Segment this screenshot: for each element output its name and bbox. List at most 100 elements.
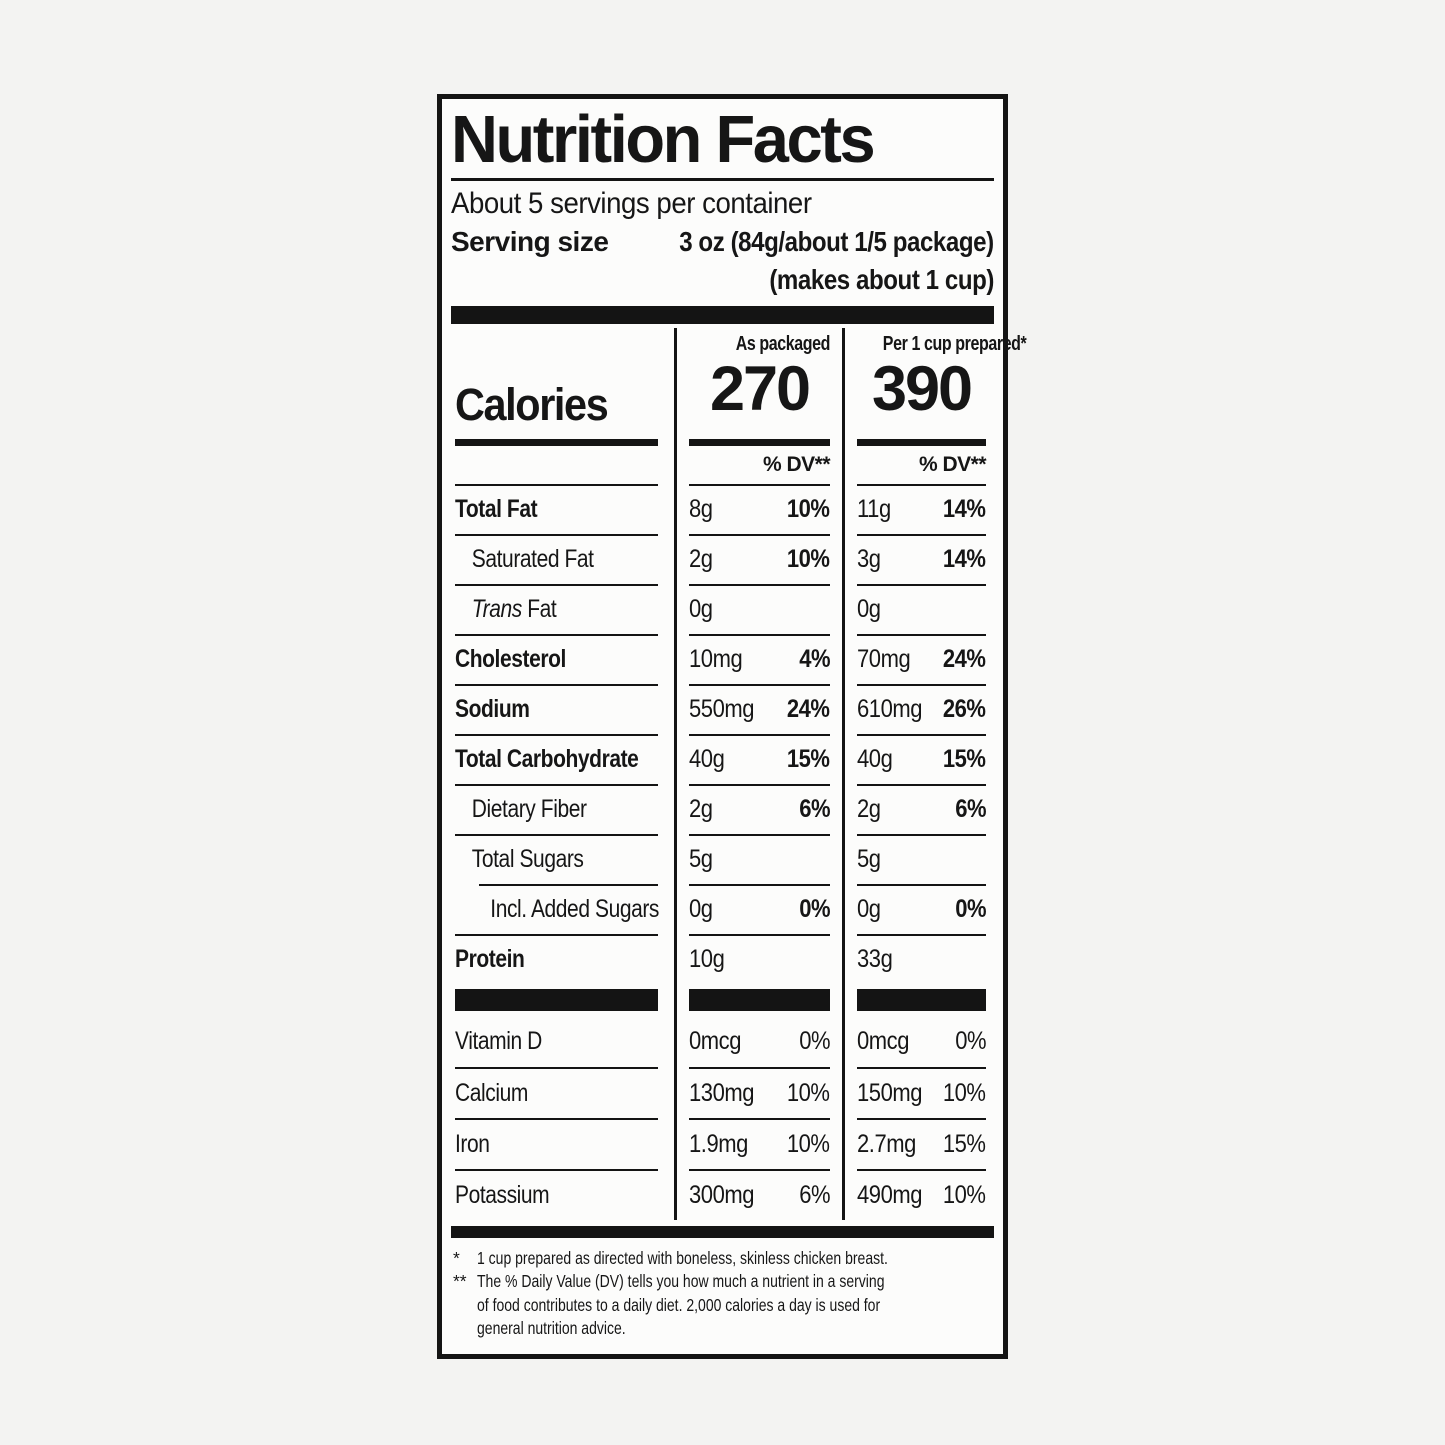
protein-prepared-cell: 33g [842, 933, 998, 984]
potassium-prepared-cell: 490mg 10% [842, 1168, 998, 1220]
calories-underline [857, 438, 986, 446]
row-divider-line [857, 583, 986, 586]
row-values: 10mg 4% [689, 636, 830, 684]
row-divider-line [689, 833, 830, 836]
row-divider-line [857, 533, 986, 536]
row-divider-line [689, 883, 830, 886]
calories-value-prepared: 390 [871, 353, 973, 424]
incl-added-sugars-prepared-cell: 0g 0% [842, 883, 998, 934]
row-divider-line [455, 783, 658, 786]
row-divider-line [689, 533, 830, 536]
calcium-label: Calcium [455, 1078, 528, 1107]
iron-packaged-cell: 1.9mg 10% [674, 1117, 842, 1169]
row-divider-line [455, 1117, 658, 1120]
row-values: 550mg 24% [689, 686, 830, 734]
total-fat-label-cell: Total Fat [451, 483, 674, 534]
dv-prepared: 26% [943, 695, 986, 724]
dietary-fiber-label-cell: Dietary Fiber [451, 783, 674, 834]
row-divider-line [857, 833, 986, 836]
column-header-as-packaged: As packaged [735, 332, 831, 355]
amount-prepared: 0mcg [857, 1026, 910, 1055]
dv-packaged: 4% [799, 645, 830, 674]
dv-prepared: 14% [943, 545, 986, 574]
row-divider-line [455, 533, 658, 536]
row-divider-line [455, 483, 658, 486]
total-carbohydrate-label: Total Carbohydrate [455, 745, 639, 774]
row-label-wrap: Vitamin D [455, 1016, 658, 1067]
row-divider-line [857, 683, 986, 686]
row-divider-line [455, 833, 658, 836]
amount-packaged: 130mg [689, 1078, 755, 1107]
iron-label-cell: Iron [451, 1117, 674, 1169]
amount-packaged: 0g [689, 895, 713, 924]
row-values: 40g 15% [689, 736, 830, 784]
amount-packaged: 10g [689, 945, 725, 974]
row-divider-line [689, 633, 830, 636]
vitamin-d-prepared-cell: 0mcg 0% [842, 1015, 998, 1067]
row-divider-line [857, 1066, 986, 1069]
row-values: 610mg 26% [857, 686, 986, 734]
dv-prepared: 0% [955, 895, 986, 924]
row-values: 0mcg 0% [857, 1016, 986, 1067]
footnote-1: * 1 cup prepared as directed with boneles… [453, 1247, 992, 1270]
dv-packaged: 0% [799, 1026, 830, 1055]
footnote-2: ** The % Daily Value (DV) tells you how m… [453, 1270, 992, 1340]
row-label-wrap: Total Sugars [455, 836, 658, 884]
saturated-fat-label: Saturated Fat [471, 545, 594, 574]
total-fat-packaged-cell: 8g 10% [674, 483, 842, 534]
row-divider-line [455, 1066, 658, 1069]
dv-packaged: 15% [787, 745, 830, 774]
row-values: 11g 14% [857, 486, 986, 534]
row-divider-line [689, 1117, 830, 1120]
row-values: 300mg 6% [689, 1171, 830, 1220]
row-label-wrap: Incl. Added Sugars [455, 886, 659, 934]
amount-packaged: 2g [689, 795, 713, 824]
amount-prepared: 33g [857, 945, 893, 974]
dv-header-as-packaged: % DV** [762, 452, 831, 476]
trans-fat-label: Trans Fat [471, 595, 557, 624]
dietary-fiber-packaged-cell: 2g 6% [674, 783, 842, 834]
nutrition-facts-label: Nutrition Facts About 5 servings per con… [437, 94, 1027, 1360]
total-carbohydrate-packaged-cell: 40g 15% [674, 733, 842, 784]
row-values: 2g 10% [689, 536, 830, 584]
amount-packaged: 40g [689, 745, 725, 774]
row-values: 33g [857, 936, 986, 984]
row-values: 2g 6% [857, 786, 986, 834]
calories-as-packaged-cell: As packaged 270 [674, 327, 842, 446]
protein-packaged-cell: 10g [674, 933, 842, 984]
serving-size-value: 3 oz (84g/about 1/5 package) [679, 225, 995, 257]
dv-prepared: 15% [943, 1129, 986, 1158]
nutrition-table: Calories As packaged 270 Per 1 cup prepared… [451, 327, 1027, 1220]
row-values: 0g 0% [857, 886, 986, 934]
sodium-packaged-cell: 550mg 24% [674, 683, 842, 734]
calories-label-cell: Calories [451, 328, 674, 446]
servings-per-container: About 5 servings per container [451, 186, 812, 220]
fat-prepared-cell: 0g [842, 583, 998, 634]
calories-label: Calories [455, 378, 609, 430]
potassium-label-cell: Potassium [451, 1168, 674, 1220]
total-carbohydrate-label-cell: Total Carbohydrate [451, 733, 674, 784]
row-values: 10g [689, 936, 830, 984]
row-divider-line [689, 1066, 830, 1069]
row-values: 490mg 10% [857, 1171, 986, 1220]
calories-prepared-cell: Per 1 cup prepared* 390 [842, 327, 1027, 446]
row-divider-line [689, 1168, 830, 1171]
amount-prepared: 3g [857, 545, 881, 574]
row-label-wrap: Total Carbohydrate [455, 736, 658, 784]
row-label-wrap: Trans Fat [455, 586, 658, 634]
row-values: 8g 10% [689, 486, 830, 534]
row-divider-line [857, 883, 986, 886]
dv-packaged: 10% [787, 495, 830, 524]
amount-packaged: 10mg [689, 645, 743, 674]
row-divider-line [455, 1168, 658, 1171]
dv-packaged: 24% [787, 695, 830, 724]
dv-packaged: 0% [799, 895, 830, 924]
row-values: 3g 14% [857, 536, 986, 584]
iron-label: Iron [455, 1129, 490, 1158]
footnote-divider-bar [451, 1225, 994, 1238]
potassium-label: Potassium [455, 1180, 550, 1209]
dietary-fiber-label: Dietary Fiber [471, 795, 587, 824]
vitamins-bar-label-cell [451, 984, 674, 1016]
amount-prepared: 2g [857, 795, 881, 824]
amount-packaged: 2g [689, 545, 713, 574]
